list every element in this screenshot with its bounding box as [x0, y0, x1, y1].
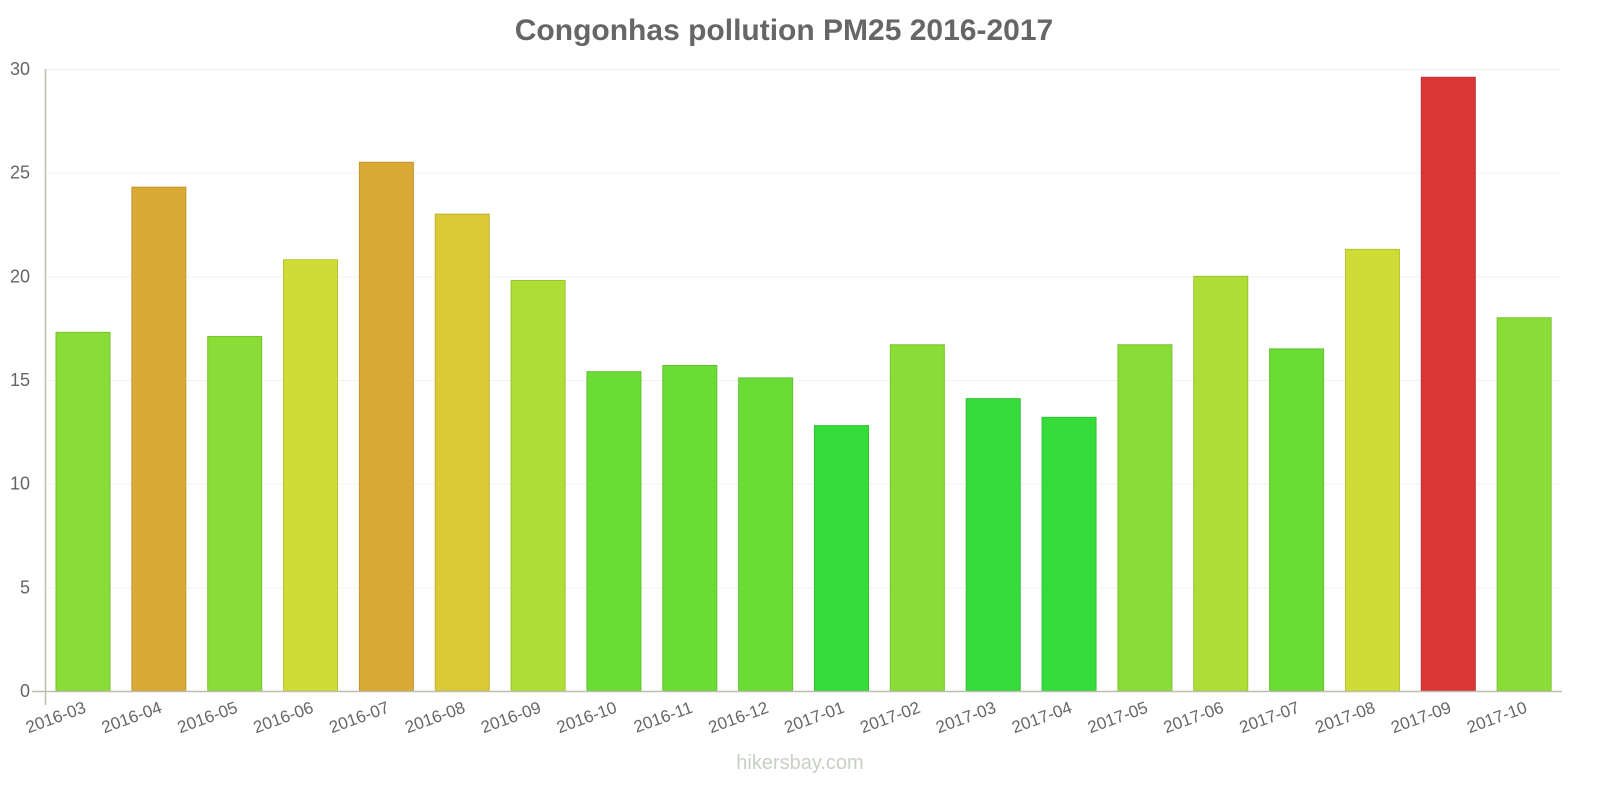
- bar[interactable]: [586, 371, 642, 692]
- bars: [55, 76, 1552, 692]
- x-tick-label: 2016-03: [23, 698, 88, 737]
- bar[interactable]: [814, 425, 869, 692]
- bar[interactable]: [55, 331, 111, 692]
- bar[interactable]: [889, 344, 945, 692]
- bar[interactable]: [662, 364, 718, 692]
- x-tick-label: 2017-06: [1161, 698, 1226, 737]
- y-tick-label: 10: [10, 474, 30, 494]
- x-tick-label: 2016-11: [631, 698, 695, 737]
- bar[interactable]: [358, 161, 414, 692]
- x-tick-label: 2017-01: [782, 698, 847, 737]
- bar[interactable]: [738, 377, 794, 692]
- x-tick-label: 2017-03: [933, 698, 998, 737]
- y-tick-label: 5: [20, 577, 30, 597]
- x-tick-label: 2017-04: [1009, 698, 1074, 737]
- bar[interactable]: [1344, 248, 1400, 692]
- x-tick-label: 2016-09: [478, 698, 543, 737]
- x-tick-label: 2017-02: [858, 698, 923, 737]
- gridlines: [45, 69, 1562, 589]
- bar[interactable]: [510, 279, 566, 692]
- x-tick-label: 2016-12: [706, 698, 771, 737]
- x-tick-label: 2016-08: [402, 698, 467, 737]
- y-tick-label: 20: [10, 266, 30, 286]
- bar[interactable]: [965, 398, 1021, 692]
- y-tick-label: 25: [10, 163, 30, 183]
- x-tick-label: 2017-05: [1085, 698, 1150, 737]
- y-tick-label: 0: [20, 681, 30, 701]
- x-tick-label: 2016-06: [251, 698, 316, 737]
- x-tick-label: 2017-08: [1313, 698, 1378, 737]
- bar[interactable]: [207, 335, 263, 692]
- y-tick-label: 15: [10, 370, 30, 390]
- x-tick-label: 2017-09: [1389, 698, 1454, 737]
- y-tick-labels: 0 5 10 15 20 25 30: [10, 59, 30, 701]
- x-tick-label: 2016-07: [327, 698, 392, 737]
- bar[interactable]: [283, 259, 339, 692]
- bar[interactable]: [1117, 344, 1173, 692]
- bar[interactable]: [1420, 76, 1476, 692]
- bar[interactable]: [1496, 317, 1552, 692]
- x-tick-labels: 2016-03 2016-04 2016-05 2016-06 2016-07 2016-…: [23, 698, 1529, 737]
- bar[interactable]: [1041, 416, 1097, 692]
- bar[interactable]: [1269, 348, 1325, 692]
- x-tick-label: 2016-05: [175, 698, 240, 737]
- x-tick-label: 2017-10: [1464, 698, 1529, 737]
- y-tick-label: 30: [10, 59, 30, 79]
- bar[interactable]: [1193, 275, 1249, 692]
- x-tick-label: 2017-07: [1237, 698, 1302, 737]
- watermark: hikersbay.com: [736, 752, 864, 774]
- chart-title: Congonhas pollution PM25 2016-2017: [514, 14, 1054, 47]
- x-tick-label: 2016-10: [554, 698, 619, 737]
- x-tick-label: 2016-04: [99, 698, 164, 737]
- axes: [32, 69, 1562, 705]
- bar[interactable]: [434, 213, 490, 692]
- bar[interactable]: [131, 186, 187, 692]
